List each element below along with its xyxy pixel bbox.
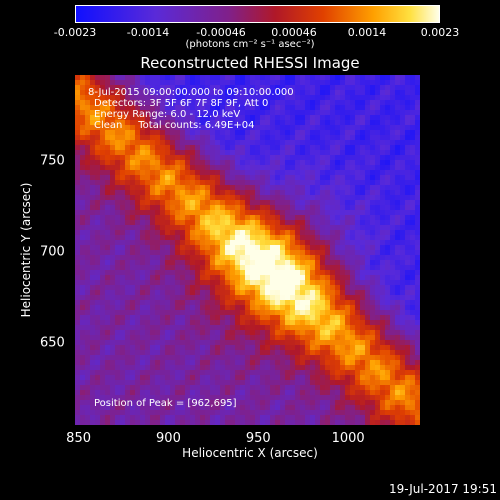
annotation-time-range: 8-Jul-2015 09:00:00.000 to 09:10:00.000 [88, 87, 294, 98]
x-axis-label: Heliocentric X (arcsec) [182, 446, 318, 460]
colorbar-tick-label: -0.0023 [53, 26, 97, 39]
footer-date: 19-Jul-2017 19:51 [388, 482, 497, 496]
heatmap-image [75, 75, 420, 425]
colorbar-tick-label: 0.0014 [347, 26, 387, 39]
x-tick-label: 1000 [331, 431, 365, 446]
colorbar-units: (photons cm⁻² s⁻¹ asec⁻²) [185, 39, 315, 50]
colorbar-tick-label: -0.0014 [126, 26, 170, 39]
x-tick-label: 850 [66, 431, 92, 446]
annotation-detectors: Detectors: 3F 5F 6F 7F 8F 9F, Att 0 [94, 98, 269, 109]
x-tick-label: 900 [156, 431, 181, 446]
colorbar-tick-label: 0.0023 [420, 26, 460, 39]
annotation-clean-counts: Clean Total counts: 6.49E+04 [94, 120, 255, 131]
colorbar-tick-label: -0.00046 [196, 26, 246, 39]
colorbar [75, 5, 440, 23]
plot-area: 8-Jul-2015 09:00:00.000 to 09:10:00.000 … [75, 75, 420, 425]
y-tick-label: 700 [40, 244, 65, 260]
chart-title: Reconstructed RHESSI Image [140, 54, 360, 72]
y-tick-label: 750 [40, 153, 65, 169]
annotation-energy-range: Energy Range: 6.0 - 12.0 keV [94, 109, 241, 120]
y-axis-label: Heliocentric Y (arcsec) [19, 182, 33, 318]
y-tick-label: 650 [40, 335, 65, 351]
annotation-peak-position: Position of Peak = [962,695] [94, 398, 237, 409]
colorbar-gradient [76, 6, 439, 22]
colorbar-tick-label: 0.00046 [271, 26, 317, 39]
x-tick-label: 950 [245, 431, 271, 446]
